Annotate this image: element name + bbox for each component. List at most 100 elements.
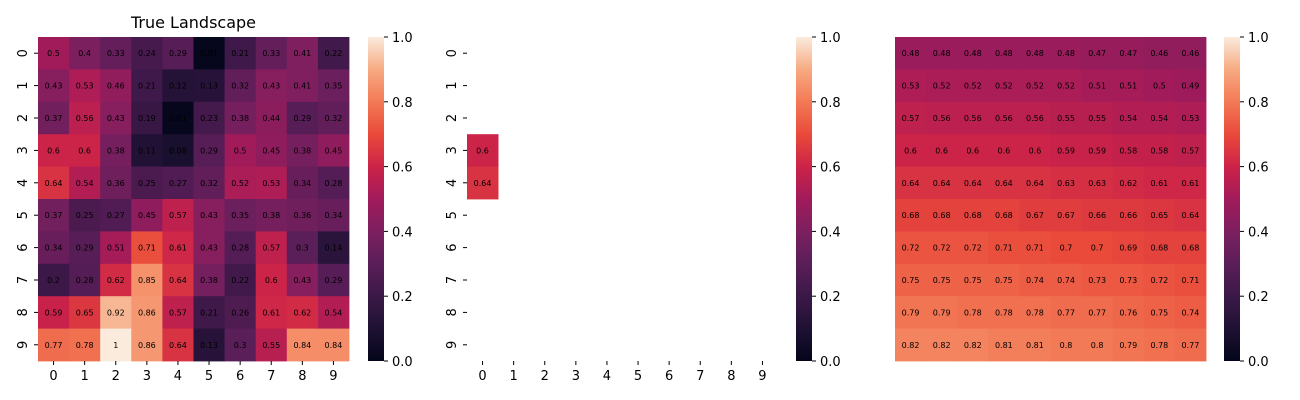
cell-value-label: 0.22 (231, 276, 249, 285)
cell-value-label: 0.43 (200, 244, 218, 253)
cell-value-label: 0.74 (1026, 276, 1044, 285)
heatmap-cell (1019, 263, 1051, 297)
colorbar-tick-label: 1.0 (392, 31, 413, 46)
cell-value-label: 0.52 (231, 179, 249, 188)
heatmap-cell (38, 69, 70, 103)
heatmap-cell (957, 69, 989, 103)
heatmap-cell (957, 37, 989, 70)
cell-value-label: 0.57 (902, 114, 920, 123)
heatmap-cell (957, 134, 989, 167)
y-tick-label: 6 (445, 243, 460, 251)
heatmap-cell (255, 101, 288, 135)
heatmap-cell (162, 199, 194, 232)
heatmap-cell (193, 101, 225, 135)
cell-value-label: 0.72 (1150, 276, 1168, 285)
x-tick-label: 9 (758, 369, 766, 384)
heatmap-cell (1174, 263, 1207, 297)
cell-value-label: 0.6 (78, 146, 91, 155)
x-tick-label: 4 (603, 369, 611, 384)
heatmap-cell (317, 37, 350, 70)
cell-value-label: 0.85 (138, 276, 156, 285)
x-tick-label: 3 (572, 369, 580, 384)
heatmap-cell (1143, 263, 1176, 297)
heatmap-cell (162, 37, 194, 70)
heatmap-cell (988, 69, 1020, 103)
cell-value-label: 0.59 (1057, 146, 1075, 155)
cell-value-label: 0.77 (1057, 308, 1075, 317)
heatmap-cell (193, 263, 225, 297)
cell-value-label: 0.79 (1119, 341, 1137, 350)
heatmap-cell (69, 166, 101, 200)
cell-value-label: 0.75 (902, 276, 920, 285)
cell-value-label: 0.35 (325, 82, 343, 91)
heatmap-cell (286, 199, 319, 232)
heatmap-cell (926, 296, 958, 329)
heatmap-cell (895, 101, 927, 135)
heatmap-cell (957, 328, 989, 362)
cell-value-label: 0.46 (107, 82, 125, 91)
cell-value-label: 0.78 (76, 341, 94, 350)
cell-value-label: 0.53 (262, 179, 280, 188)
cell-value-label: 0.58 (1150, 146, 1168, 155)
cell-value-label: 0.38 (262, 211, 280, 220)
cell-value-label: 0.79 (933, 308, 951, 317)
heatmap-cell (38, 328, 70, 362)
heatmap-cell (895, 37, 927, 70)
heatmap-cell (224, 296, 257, 329)
heatmap-cell (38, 37, 70, 70)
cell-value-label: 0.34 (45, 244, 63, 253)
cell-value-label: 0.29 (200, 146, 218, 155)
cell-value-label: 0.65 (76, 308, 94, 317)
heatmap-cell (1143, 37, 1176, 70)
colorbar-tick-label: 0.4 (820, 225, 841, 240)
heatmap-cell (1050, 296, 1082, 329)
heatmap-cell (193, 134, 225, 167)
cell-value-label: 0.3 (296, 244, 309, 253)
heatmap-predicted-landscape: 0.48 0.48 0.48 0.48 0.48 0.48 0.47 0.47 0.46 0.46… (895, 31, 1269, 370)
cell-value-label: 0.25 (138, 179, 156, 188)
heatmap-cell (895, 231, 927, 265)
cell-value-label: 0.56 (995, 114, 1013, 123)
cell-value-label: 0.64 (933, 179, 951, 188)
cell-value-label: 0.82 (933, 341, 951, 350)
x-tick-label: 1 (81, 369, 89, 384)
y-tick-label: 6 (16, 243, 31, 251)
heatmap-cell (100, 101, 132, 135)
cell-value-label: 0.61 (1182, 179, 1200, 188)
cell-value-label: 0.48 (964, 49, 982, 58)
heatmap-cell (286, 166, 319, 200)
heatmap-cell (38, 231, 70, 265)
heatmap-cell (1143, 166, 1176, 200)
heatmap-cell (100, 328, 132, 362)
y-tick-label: 2 (445, 114, 460, 122)
heatmap-cell (957, 199, 989, 232)
heatmap-cell (317, 231, 350, 265)
heatmap-cell (69, 263, 101, 297)
colorbar-tick-label: 0.2 (1248, 290, 1269, 305)
heatmap-cell (193, 166, 225, 200)
heatmap-cell (895, 134, 927, 167)
cell-value-label: 0.76 (1119, 308, 1137, 317)
cell-value-label: 0.55 (1088, 114, 1106, 123)
cell-value-label: 0.43 (45, 82, 63, 91)
heatmap-cell (224, 134, 257, 167)
cell-value-label: 0.51 (1088, 82, 1106, 91)
cell-value-label: 0.53 (902, 82, 920, 91)
x-tick-label: 0 (478, 369, 486, 384)
cell-value-label: 0.86 (138, 308, 156, 317)
cell-value-label: 0.49 (1182, 82, 1200, 91)
y-tick-label: 7 (16, 276, 31, 284)
heatmap-cell (1081, 69, 1114, 103)
heatmap-cell (1050, 37, 1082, 70)
cell-value-label: 0.77 (1182, 341, 1200, 350)
heatmap-cell (162, 134, 194, 167)
heatmap-cell (224, 166, 257, 200)
heatmap-cell (1112, 134, 1145, 167)
x-tick-label: 6 (236, 369, 244, 384)
heatmap-cell (1112, 199, 1145, 232)
heatmap-cell (1174, 134, 1207, 167)
heatmap-cell (1019, 101, 1051, 135)
heatmap-cell (193, 37, 225, 70)
heatmap-cell (224, 263, 257, 297)
cell-value-label: 0.57 (262, 244, 280, 253)
